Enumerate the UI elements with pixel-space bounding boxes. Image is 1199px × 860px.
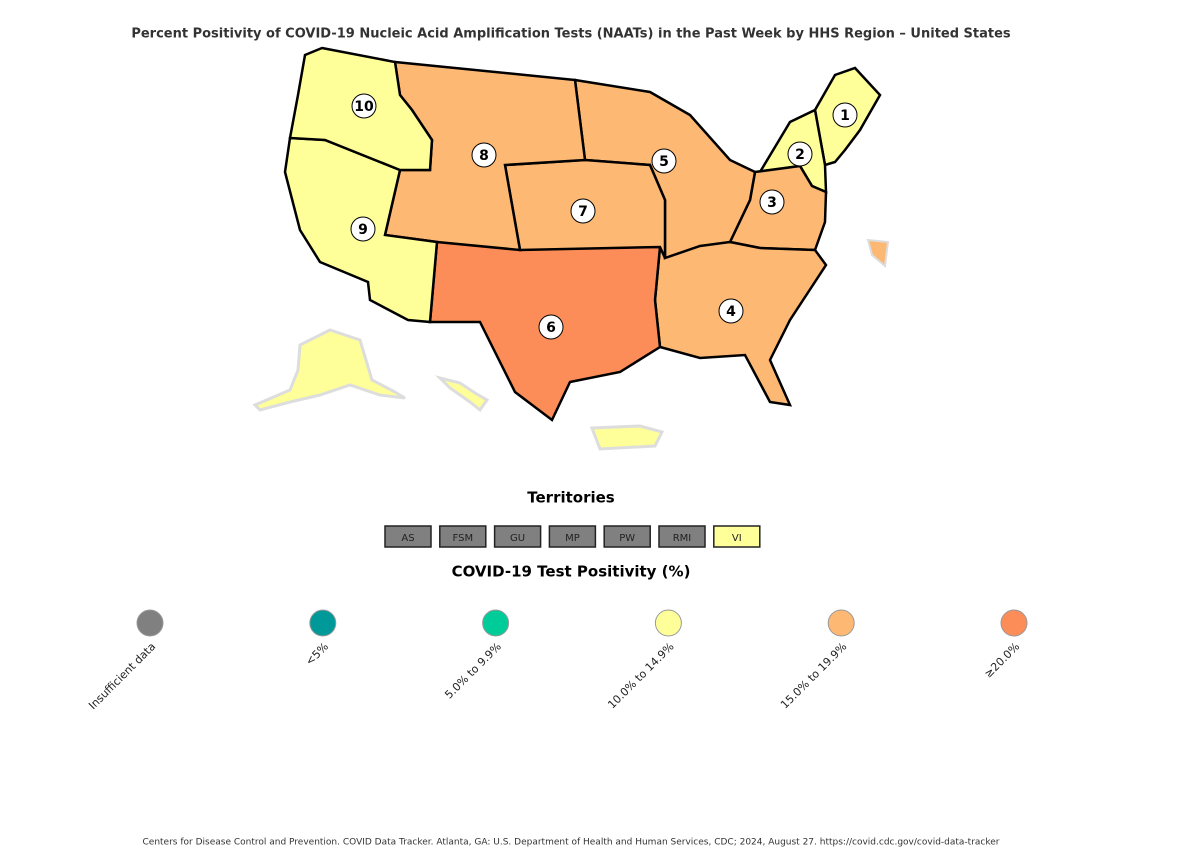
territory-button[interactable]	[439, 525, 487, 548]
legend-swatch	[482, 609, 510, 637]
territory-label: VI	[732, 533, 742, 544]
region-label: 5	[659, 154, 669, 170]
territory-label: PW	[619, 533, 635, 544]
region-label: 3	[767, 195, 777, 211]
territory-label: AS	[401, 533, 414, 544]
us-map: 1 2 3 4 5 6 7 8 9 10	[252, 46, 890, 451]
region-label: 7	[578, 204, 588, 220]
legend-title: COVID-19 Test Positivity (%)	[452, 563, 691, 581]
footer: Centers for Disease Control and Preventi…	[143, 838, 1000, 848]
region-label: 4	[726, 304, 736, 320]
territory-label: MP	[565, 533, 580, 544]
territory-button[interactable]	[603, 525, 651, 548]
region-label: 8	[479, 148, 489, 164]
territory-button[interactable]	[548, 525, 597, 548]
region-label: 2	[795, 147, 805, 163]
region-label: 1	[840, 108, 850, 124]
legend-swatch	[827, 609, 855, 637]
region-marker	[759, 189, 785, 215]
legend-label: ≥20.0%	[982, 640, 1022, 680]
region-label: 9	[358, 222, 368, 238]
legend-swatch	[654, 609, 682, 637]
puerto-rico	[589, 424, 665, 451]
territory-label: FSM	[453, 533, 474, 544]
alaska	[252, 328, 406, 412]
region-label: 10	[354, 99, 374, 115]
territory-label: RMI	[673, 533, 692, 544]
legend-label: Insufficient data	[86, 640, 158, 712]
legend-label: 15.0% to 19.9%	[778, 640, 849, 711]
region-marker	[471, 142, 497, 168]
region-marker	[538, 314, 564, 340]
territories: AS FSM GU MP PW RMI VI	[384, 525, 761, 548]
island	[866, 238, 890, 268]
region	[653, 240, 828, 407]
region-marker	[832, 102, 858, 128]
region-marker	[570, 198, 596, 224]
region-marker	[350, 216, 376, 242]
region-label: 6	[546, 320, 556, 336]
territory-button[interactable]	[713, 525, 761, 548]
territory-label: GU	[510, 533, 525, 544]
region-marker	[651, 148, 677, 174]
legend-swatch	[1000, 609, 1028, 637]
title: Percent Positivity of COVID-19 Nucleic A…	[131, 27, 1011, 42]
legend-label: 10.0% to 14.9%	[605, 640, 676, 711]
territory-button[interactable]	[384, 525, 432, 548]
region-marker	[787, 141, 813, 167]
territory-button[interactable]	[658, 525, 706, 548]
legend-label: <5%	[303, 640, 331, 668]
territory-button[interactable]	[493, 525, 542, 548]
region-marker	[351, 93, 377, 119]
territories-title: Territories	[527, 489, 615, 507]
legend-swatch	[136, 609, 164, 637]
region-marker	[718, 298, 744, 324]
hawaii	[435, 375, 490, 413]
legend-label: 5.0% to 9.9%	[442, 640, 503, 701]
legend: Insufficient data <5% 5.0% to 9.9% 10.0% to…	[86, 609, 1028, 712]
legend-swatch	[309, 609, 337, 637]
